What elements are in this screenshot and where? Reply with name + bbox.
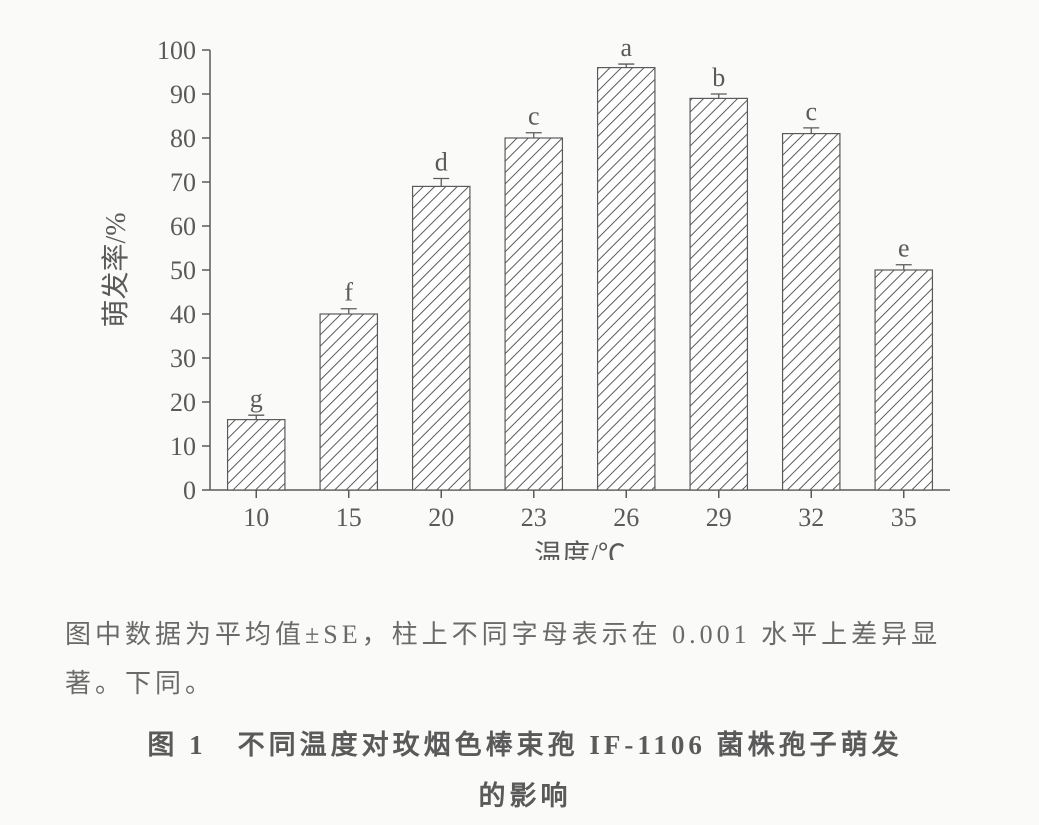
bar-chart: 0 10 20 30 40 50 60 70 80 90 100 萌发率/% g 10 f 15 d 20 c 23 a… [80, 20, 960, 560]
figure-title: 图 1 不同温度对玫烟色棒束孢 IF-1106 菌株孢子萌发 的影响 [60, 720, 990, 823]
x-tick-label: 20 [428, 503, 454, 532]
significance-letter: e [898, 234, 910, 263]
x-tick-label: 29 [706, 503, 732, 532]
significance-letter: a [620, 33, 632, 62]
significance-letter: g [250, 384, 263, 413]
y-tick-label: 30 [170, 344, 196, 373]
significance-letter: c [528, 102, 540, 131]
significance-letter: c [805, 97, 817, 126]
y-tick-label: 20 [170, 388, 196, 417]
page-root: 0 10 20 30 40 50 60 70 80 90 100 萌发率/% g 10 f 15 d 20 c 23 a… [0, 0, 1039, 825]
y-tick-label: 90 [170, 80, 196, 109]
figure-note: 图中数据为平均值±SE，柱上不同字母表示在 0.001 水平上差异显著。下同。 [65, 610, 985, 709]
y-axis-label: 萌发率/% [100, 212, 132, 327]
x-axis-label: 温度/℃ [534, 539, 626, 560]
significance-letter: d [435, 147, 448, 176]
x-tick-label: 26 [613, 503, 639, 532]
bar [783, 134, 840, 490]
bar [505, 138, 562, 490]
x-tick-label: 15 [336, 503, 362, 532]
bar-chart-svg: 0 10 20 30 40 50 60 70 80 90 100 萌发率/% g 10 f 15 d 20 c 23 a… [80, 20, 960, 560]
y-tick-label: 70 [170, 168, 196, 197]
bar [320, 314, 377, 490]
bar [228, 420, 285, 490]
figure-title-line1: 图 1 不同温度对玫烟色棒束孢 IF-1106 菌株孢子萌发 [147, 730, 902, 760]
y-tick-label: 40 [170, 300, 196, 329]
x-tick-label: 35 [891, 503, 917, 532]
y-tick-label: 80 [170, 124, 196, 153]
bar [875, 270, 932, 490]
x-tick-label: 23 [521, 503, 547, 532]
bar [690, 98, 747, 490]
y-tick-label: 50 [170, 256, 196, 285]
y-tick-label: 100 [157, 36, 196, 65]
bar [598, 68, 655, 490]
significance-letter: b [712, 63, 725, 92]
significance-letter: f [344, 278, 353, 307]
figure-title-line2: 的影响 [479, 781, 572, 811]
x-tick-label: 32 [798, 503, 824, 532]
x-tick-label: 10 [243, 503, 269, 532]
y-tick-label: 0 [183, 476, 196, 505]
y-tick-label: 10 [170, 432, 196, 461]
bar [413, 186, 470, 490]
y-tick-label: 60 [170, 212, 196, 241]
